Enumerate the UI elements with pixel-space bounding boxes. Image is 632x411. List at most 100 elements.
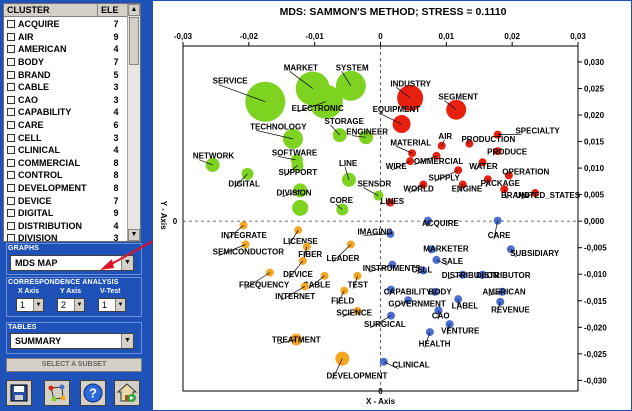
network-button[interactable] — [44, 380, 70, 406]
label-leader-line — [503, 189, 508, 199]
point-label: DISTRIBUTOR — [476, 271, 531, 280]
label-leader-line — [344, 166, 350, 180]
cluster-checkbox[interactable] — [7, 184, 15, 193]
label-leader-line — [234, 173, 248, 188]
cluster-list-scrollbar[interactable]: ▲ ▼ — [127, 4, 140, 241]
chevron-down-icon[interactable]: ▼ — [121, 334, 133, 348]
ele-column-header[interactable]: ELE — [101, 5, 119, 15]
scrollbar-thumb[interactable] — [129, 17, 139, 65]
point-label: PACKAGE — [481, 179, 521, 188]
y-axis-title: Y - Axis — [159, 201, 168, 230]
cluster-checkbox[interactable] — [7, 234, 15, 241]
cluster-row[interactable]: DIGITAL 9 — [4, 207, 128, 220]
point-label: SURGICAL — [364, 320, 406, 329]
v-test-select[interactable]: 1 ▼ — [98, 298, 126, 312]
save-button[interactable] — [6, 380, 32, 406]
cluster-checkbox[interactable] — [7, 95, 15, 104]
help-button[interactable]: ? — [80, 380, 106, 406]
cluster-row[interactable]: CABLE 3 — [4, 81, 128, 94]
cluster-checkbox[interactable] — [7, 209, 15, 218]
cluster-checkbox[interactable] — [7, 158, 15, 167]
point-label: MARKETER — [423, 244, 469, 253]
point-label: SALE — [442, 257, 464, 266]
x-axis-ticks: -0,03 -0,02 -0,01 0 0,01 0,02 0,03 — [174, 32, 586, 46]
chevron-down-icon[interactable]: ▼ — [115, 299, 125, 311]
cluster-name: BRAND — [18, 69, 51, 80]
cluster-row[interactable]: BRAND 5 — [4, 68, 128, 81]
cluster-count: 4 — [113, 44, 119, 55]
label-leader-line — [446, 324, 450, 335]
y-tick-label: -0,015 — [584, 297, 607, 306]
point-label: WIRE — [386, 162, 408, 171]
cluster-row[interactable]: AMERICAN 4 — [4, 43, 128, 56]
cluster-row[interactable]: DIVISION 3 — [4, 232, 128, 241]
cluster-row[interactable]: DISTRIBUTION 4 — [4, 220, 128, 233]
label-leader-line — [330, 124, 340, 136]
cluster-count: 3 — [113, 82, 119, 93]
cluster-name: AMERICAN — [18, 44, 67, 55]
point-label: SUPPORT — [278, 168, 317, 177]
select-subset-button[interactable]: SELECT A SUBSET — [6, 358, 142, 372]
graphs-select[interactable]: MDS MAP ▼ — [10, 255, 134, 271]
point-label: SEMICONDUCTOR — [213, 248, 285, 257]
cluster-checkbox[interactable] — [7, 58, 15, 67]
tables-select[interactable]: SUMMARY ▼ — [10, 333, 134, 349]
chevron-down-icon[interactable]: ▼ — [121, 256, 133, 270]
cluster-row[interactable]: CONTROL 8 — [4, 169, 128, 182]
point-label: ELECTRONIC — [292, 104, 344, 113]
y-axis-select[interactable]: 2 ▼ — [57, 298, 85, 312]
graphs-selected-value: MDS MAP — [15, 258, 58, 268]
cluster-row[interactable]: CLINICAL 4 — [4, 144, 128, 157]
cluster-row[interactable]: CAPABILITY 4 — [4, 106, 128, 119]
cluster-checkbox[interactable] — [7, 221, 15, 230]
cluster-row[interactable]: CAO 3 — [4, 94, 128, 107]
cluster-row[interactable]: CARE 6 — [4, 119, 128, 132]
axis-zero-lines — [183, 46, 578, 391]
cluster-column-header[interactable]: CLUSTER — [4, 4, 98, 16]
data-point — [340, 286, 349, 295]
cluster-row[interactable]: BODY 7 — [4, 56, 128, 69]
x-tick-label: 0,01 — [439, 32, 455, 41]
x-axis-select[interactable]: 1 ▼ — [16, 298, 44, 312]
cluster-checkbox[interactable] — [7, 83, 15, 92]
label-leader-line — [335, 203, 343, 210]
scroll-up-arrow-icon[interactable]: ▲ — [128, 4, 140, 16]
cluster-checkbox[interactable] — [7, 32, 15, 41]
label-leader-line — [336, 290, 345, 305]
cluster-checkbox[interactable] — [7, 45, 15, 54]
cluster-row[interactable]: CELL 3 — [4, 131, 128, 144]
label-leader-line — [409, 184, 424, 193]
cluster-row[interactable]: DEVICE 7 — [4, 194, 128, 207]
x-tick-label: -0,03 — [174, 32, 193, 41]
cluster-checkbox[interactable] — [7, 70, 15, 79]
point-label: NETWORK — [193, 152, 235, 161]
cluster-checkbox[interactable] — [7, 196, 15, 205]
cluster-checkbox[interactable] — [7, 121, 15, 130]
cluster-checkbox[interactable] — [7, 20, 15, 29]
data-point — [300, 282, 309, 291]
cluster-checkbox[interactable] — [7, 146, 15, 155]
home-button[interactable] — [114, 380, 140, 406]
cluster-row[interactable]: COMMERCIAL 8 — [4, 157, 128, 170]
cluster-count: 4 — [113, 220, 119, 231]
cluster-row[interactable]: DEVELOPMENT 8 — [4, 182, 128, 195]
scroll-down-arrow-icon[interactable]: ▼ — [128, 229, 140, 241]
cluster-checkbox[interactable] — [7, 108, 15, 117]
cluster-checkbox[interactable] — [7, 133, 15, 142]
label-leader-line — [488, 291, 503, 296]
chevron-down-icon[interactable]: ▼ — [74, 299, 84, 311]
cluster-name: CARE — [18, 120, 44, 131]
data-point — [506, 245, 515, 254]
cluster-row[interactable]: ACQUIRE 7 — [4, 18, 128, 31]
chevron-down-icon[interactable]: ▼ — [33, 299, 43, 311]
label-leader-line — [342, 310, 358, 317]
data-point — [332, 128, 347, 143]
label-leader-line — [378, 112, 402, 125]
cluster-checkbox[interactable] — [7, 171, 15, 180]
label-leader-line — [441, 139, 445, 146]
cluster-list[interactable]: CLUSTER ELE ACQUIRE 7 AIR 9 AMERICAN 4 BODY 7 BR… — [3, 3, 141, 242]
label-leader-line — [218, 244, 246, 256]
cluster-row[interactable]: AIR 9 — [4, 31, 128, 44]
label-leader-line — [434, 291, 436, 296]
point-label: PRODUCE — [487, 147, 528, 156]
